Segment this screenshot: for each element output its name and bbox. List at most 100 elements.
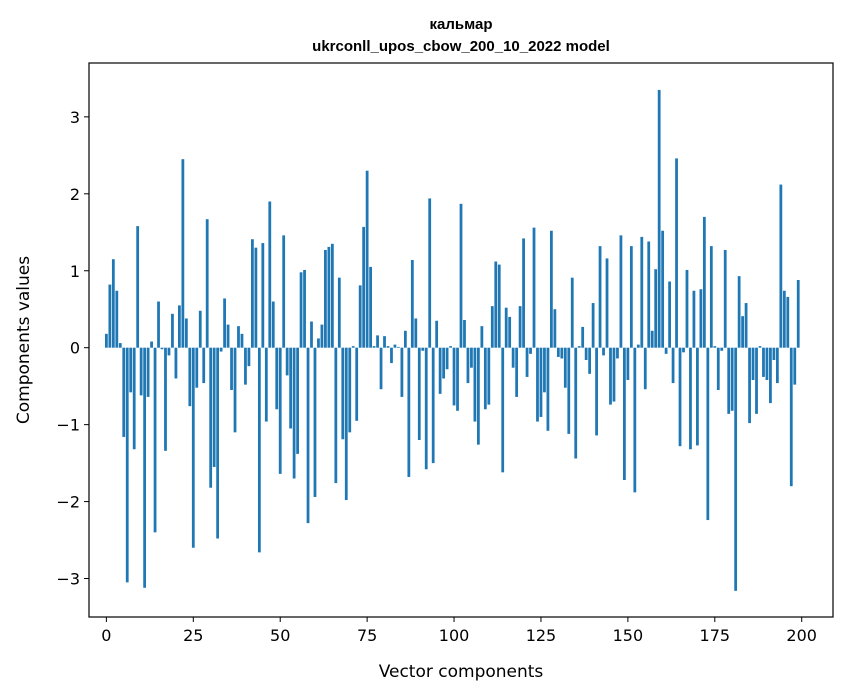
bar <box>650 330 654 348</box>
bar <box>730 347 734 411</box>
x-tick-label: 150 <box>613 626 644 645</box>
bar <box>616 347 619 359</box>
bar <box>574 347 578 459</box>
y-tick-label: 3 <box>70 108 80 127</box>
bar <box>122 347 126 437</box>
x-tick-label: 0 <box>101 626 111 645</box>
bar <box>257 347 261 553</box>
bar <box>480 326 484 348</box>
bar <box>699 289 703 348</box>
bar <box>424 347 428 470</box>
bar <box>727 347 731 414</box>
bar <box>181 159 185 348</box>
bar <box>459 203 463 348</box>
bar <box>483 347 487 410</box>
bar <box>668 281 671 348</box>
bar <box>191 347 195 548</box>
y-tick-label: −1 <box>56 416 80 435</box>
bar <box>254 247 258 348</box>
bar <box>525 347 529 377</box>
bar <box>383 336 386 348</box>
bar <box>619 235 623 348</box>
bar <box>157 301 160 348</box>
bar <box>362 226 366 348</box>
bar <box>605 258 609 348</box>
bar <box>167 347 171 356</box>
x-axis-label: Vector components <box>379 662 544 682</box>
bar <box>275 347 279 410</box>
bar <box>376 335 379 348</box>
bar <box>556 347 560 357</box>
bar <box>602 347 605 356</box>
bar <box>369 266 372 348</box>
bar <box>400 347 404 397</box>
bar <box>261 243 265 348</box>
bar <box>251 239 254 348</box>
bar <box>762 347 765 377</box>
bar <box>202 347 206 384</box>
bar <box>657 89 661 348</box>
bar <box>118 343 122 348</box>
bar <box>417 347 421 441</box>
bar <box>428 198 432 348</box>
bar <box>171 313 174 348</box>
bar <box>247 347 251 367</box>
bar <box>358 285 362 348</box>
bar <box>355 347 359 421</box>
x-tick-label: 125 <box>526 626 557 645</box>
bar <box>796 279 800 348</box>
bar <box>143 347 147 588</box>
bar <box>397 346 400 348</box>
x-tick-label: 200 <box>786 626 817 645</box>
bar <box>188 347 192 407</box>
bar <box>313 347 317 497</box>
bar <box>153 347 157 533</box>
bar <box>344 347 348 501</box>
bar <box>563 347 567 388</box>
bar <box>511 347 515 368</box>
x-axis-ticks: 0 25 50 75 100 125 150 175 200 <box>101 617 817 645</box>
bar <box>755 347 758 414</box>
bar <box>765 347 769 381</box>
bar <box>626 347 630 381</box>
bar <box>671 347 675 384</box>
bar <box>779 184 783 348</box>
bar <box>431 347 435 464</box>
bar <box>414 318 418 348</box>
bar <box>285 347 289 376</box>
bar <box>758 346 762 348</box>
bar <box>379 347 383 390</box>
bar <box>150 341 153 348</box>
bar <box>716 347 720 391</box>
bar <box>748 347 751 424</box>
bar <box>226 324 230 348</box>
x-tick-label: 75 <box>357 626 377 645</box>
bar <box>108 284 112 348</box>
bar <box>629 246 633 348</box>
bar <box>115 290 119 348</box>
bar <box>709 246 713 348</box>
bar <box>741 316 744 348</box>
bar <box>744 303 748 348</box>
bar <box>550 230 553 348</box>
bar <box>720 347 724 351</box>
bar <box>327 246 331 348</box>
bar <box>209 347 213 488</box>
bar <box>706 347 710 521</box>
bar <box>504 307 508 348</box>
bar <box>463 319 466 348</box>
bar <box>240 333 244 348</box>
bar <box>560 347 564 359</box>
bar <box>553 309 557 348</box>
bar <box>136 226 140 348</box>
bar <box>529 347 532 354</box>
bar <box>244 347 247 385</box>
bar <box>125 347 129 583</box>
bar <box>299 272 303 348</box>
bar <box>692 290 696 348</box>
bar <box>696 347 699 446</box>
y-tick-label: 2 <box>70 185 80 204</box>
bar <box>111 259 115 348</box>
bar <box>271 301 275 348</box>
